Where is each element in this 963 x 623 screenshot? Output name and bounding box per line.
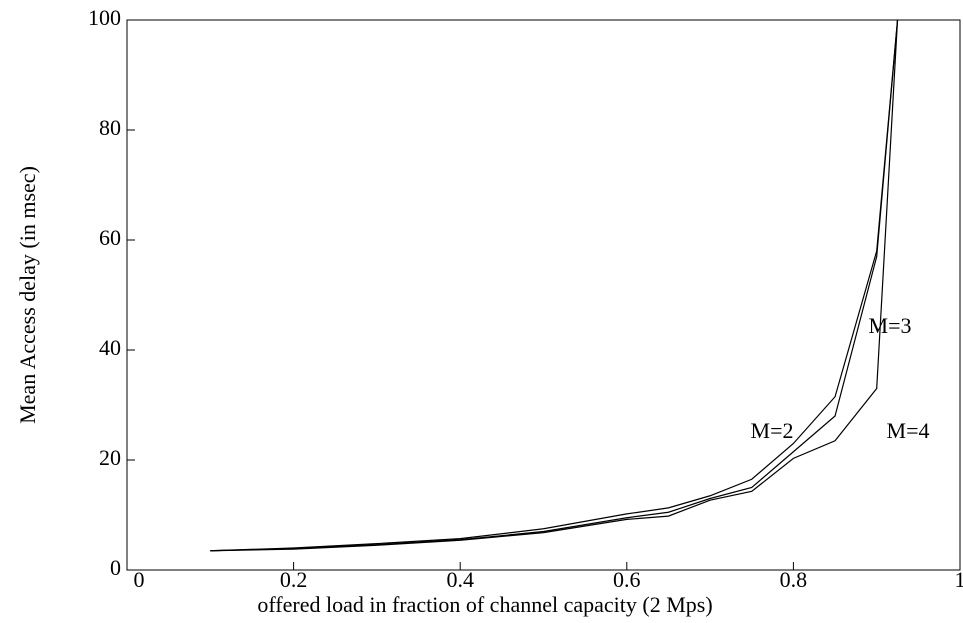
x-axis-label: offered load in fraction of channel capa… (257, 592, 712, 617)
series-line (210, 19, 899, 552)
series-line (210, 19, 899, 552)
y-axis-label: Mean Access delay (in msec) (15, 166, 40, 424)
x-tick-label: 1 (955, 567, 963, 592)
x-tick-label: 0.2 (280, 567, 308, 592)
series-line (210, 19, 899, 552)
y-tick-label: 60 (99, 225, 121, 250)
x-tick-label: 0.8 (780, 567, 808, 592)
y-tick-label: 80 (99, 115, 121, 140)
series-label: M=3 (869, 313, 912, 338)
y-tick-label: 100 (88, 5, 121, 30)
x-tick-label: 0.6 (613, 567, 641, 592)
y-tick-label: 40 (99, 335, 121, 360)
y-tick-label: 20 (99, 445, 121, 470)
plot-frame (126, 19, 961, 571)
x-tick-label: 0.4 (446, 567, 474, 592)
y-tick-label: 0 (110, 555, 121, 580)
series-label: M=4 (887, 418, 930, 443)
x-tick-label: 0 (134, 567, 145, 592)
series-label: M=2 (751, 418, 794, 443)
